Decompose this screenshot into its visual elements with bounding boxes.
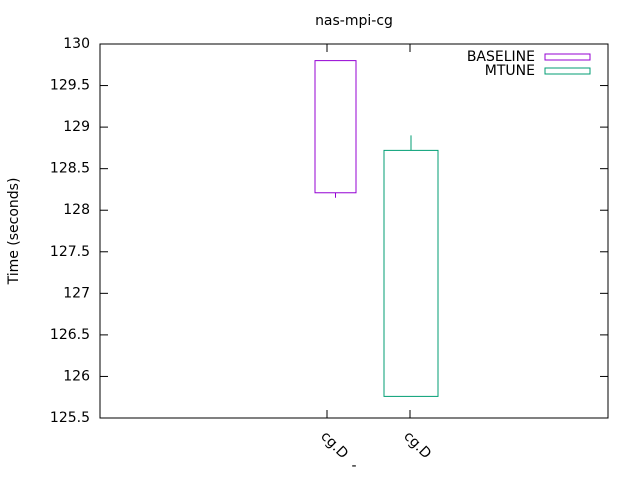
y-tick-label: 129	[63, 119, 90, 135]
plot-frame	[99, 43, 609, 419]
legend-label: MTUNE	[485, 63, 535, 79]
legend-label: BASELINE	[467, 49, 535, 65]
y-axis-label: Time (seconds)	[6, 178, 22, 286]
y-tick-label: 127.5	[50, 244, 90, 260]
x-axis-label: -	[351, 458, 356, 474]
chart-title: nas-mpi-cg	[315, 13, 393, 29]
legend-swatch	[544, 53, 591, 61]
y-tick-label: 130	[63, 36, 90, 52]
y-tick-label: 128	[63, 202, 90, 218]
y-tick-label: 127	[63, 285, 90, 301]
y-tick-label: 128.5	[50, 161, 90, 177]
box	[314, 60, 357, 194]
y-tick-label: 129.5	[50, 78, 90, 94]
x-tick-label: cg.D	[400, 428, 434, 462]
box	[383, 149, 439, 397]
y-tick-label: 125.5	[50, 410, 90, 426]
y-tick-label: 126.5	[50, 327, 90, 343]
legend-swatch	[544, 67, 591, 75]
x-tick-label: cg.D	[317, 428, 351, 462]
y-tick-label: 126	[63, 368, 90, 384]
